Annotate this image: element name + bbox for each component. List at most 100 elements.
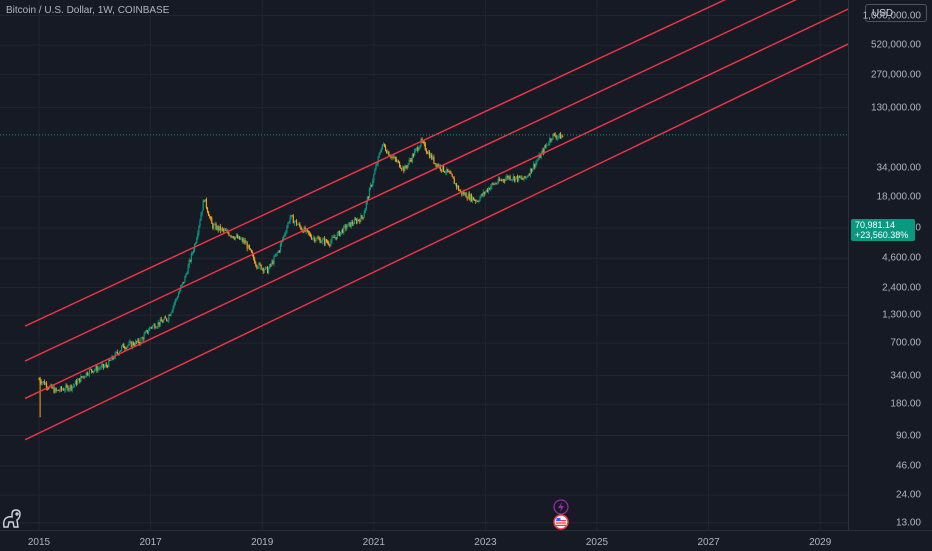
time-axis[interactable]: 2015 2017 2019 2021 2023 2025 2027 2029 <box>0 530 932 551</box>
candle-body <box>147 330 150 333</box>
candle-body <box>367 197 370 199</box>
candle-body <box>386 150 388 154</box>
candle-body <box>218 226 220 231</box>
candle-body <box>134 341 137 346</box>
candle-body <box>544 146 547 148</box>
candle-body <box>247 245 249 249</box>
candle-body <box>272 261 274 264</box>
candle-body <box>143 333 145 340</box>
tradingview-dino-icon[interactable] <box>2 508 24 528</box>
candle-body <box>297 224 299 226</box>
candle-body <box>426 152 429 154</box>
candle-body <box>317 237 319 239</box>
candle-body <box>432 156 434 160</box>
candle-body <box>478 201 480 202</box>
candle-body <box>86 372 88 375</box>
candle-body <box>556 137 558 139</box>
candle-body <box>534 163 536 167</box>
candle-body <box>116 351 118 354</box>
candle-body <box>90 368 93 371</box>
candle-body <box>261 268 263 270</box>
candle-body <box>394 157 396 160</box>
candle-body <box>264 266 267 270</box>
candle-body <box>332 237 334 238</box>
candle-body <box>356 219 358 223</box>
time-axis-label: 2019 <box>251 537 274 548</box>
us-flag-event-icon[interactable] <box>553 514 569 530</box>
candle-body <box>81 376 83 378</box>
currency-button[interactable]: USD <box>865 4 927 22</box>
candle-body <box>380 149 382 153</box>
candle-body <box>335 237 337 239</box>
candle-body <box>451 173 453 177</box>
candle-body <box>503 179 505 181</box>
candle-body <box>270 264 272 266</box>
candle-body <box>106 364 108 366</box>
candle-body <box>48 387 50 389</box>
candle-body <box>99 368 101 370</box>
candle-body <box>480 194 482 198</box>
candle-body <box>71 386 73 390</box>
candle-body <box>462 192 464 195</box>
symbol-title[interactable]: Bitcoin / U.S. Dollar, 1W, COINBASE <box>6 5 170 16</box>
price-chart[interactable] <box>0 0 848 530</box>
price-axis-label: 13.00 <box>895 517 921 529</box>
candle-body <box>248 245 250 249</box>
candle-body <box>325 239 328 243</box>
candle-body <box>351 222 353 225</box>
candle-body <box>217 226 219 231</box>
candle-body <box>440 169 443 171</box>
candle-body <box>553 133 555 135</box>
candle-body <box>353 219 356 224</box>
candle-body <box>234 236 236 240</box>
candle-body <box>260 264 262 270</box>
candle-body <box>385 146 387 151</box>
candle-body <box>323 238 326 244</box>
candle-body <box>65 385 67 390</box>
candle-body <box>497 178 499 184</box>
candle-body <box>430 154 432 158</box>
candle-body <box>165 317 167 319</box>
lightning-event-icon[interactable] <box>553 499 569 515</box>
candle-body <box>434 163 436 165</box>
candle-body <box>280 241 283 245</box>
candle-body <box>392 156 394 158</box>
candle-body <box>369 185 372 189</box>
candle-body <box>492 183 494 185</box>
candle-body <box>77 380 79 385</box>
candle-body <box>368 188 371 198</box>
candle-body <box>279 244 282 252</box>
candle-body <box>515 176 518 178</box>
candle-body <box>533 163 535 169</box>
candle-body <box>397 161 400 162</box>
candle-body <box>278 250 280 252</box>
candle-body <box>307 230 309 233</box>
candle-body <box>316 237 318 241</box>
candle-body <box>483 191 485 194</box>
candle-body <box>222 229 225 231</box>
candle-body <box>98 368 100 370</box>
candle-body <box>161 321 164 323</box>
candle-body <box>464 193 466 195</box>
candle-body <box>66 385 68 387</box>
candle-body <box>235 235 238 237</box>
candle-body <box>241 238 243 240</box>
candle-body <box>500 180 503 181</box>
candle-body <box>348 222 350 224</box>
candle-body <box>541 149 543 153</box>
candle-body <box>94 369 96 371</box>
candle-body <box>79 378 81 383</box>
candle-body <box>539 154 541 158</box>
candle-body <box>102 364 104 368</box>
candle-body <box>167 320 169 322</box>
time-axis-label: 2023 <box>474 537 497 548</box>
candle-body <box>435 163 437 167</box>
candle-body <box>354 219 357 221</box>
candle-body <box>199 220 201 226</box>
candle-body <box>172 306 174 311</box>
candle-body <box>111 356 113 361</box>
candle-body <box>469 194 471 200</box>
candle-body <box>203 200 205 202</box>
price-axis[interactable]: USD 16,000,000.008,000,000.004,000,000.0… <box>848 0 932 530</box>
candle-body <box>559 133 562 139</box>
